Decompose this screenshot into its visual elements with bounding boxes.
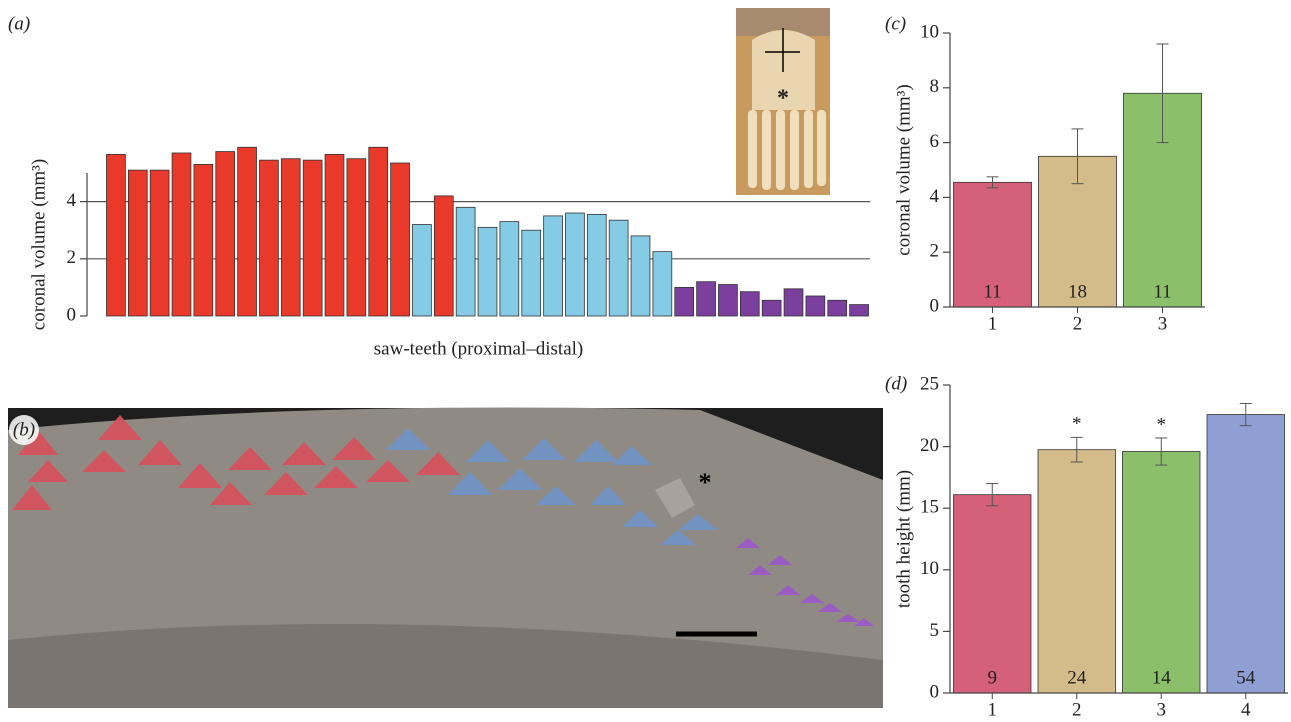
bar	[761, 299, 782, 317]
bar	[953, 494, 1032, 694]
x-tick-label: 3	[1157, 699, 1167, 717]
bar	[652, 251, 673, 317]
bar-label: 18	[1068, 281, 1087, 302]
x-tick-label: 2	[1072, 699, 1082, 717]
y-axis-label: tooth height (mm)	[893, 470, 914, 608]
bar	[259, 159, 279, 317]
photo-denticles	[748, 110, 826, 190]
bar-label: 11	[983, 281, 1001, 302]
bar	[1122, 451, 1201, 694]
bar	[412, 224, 432, 317]
x-tick-label: 3	[1158, 313, 1168, 334]
bar	[586, 214, 607, 317]
y-tick-label: 2	[930, 241, 940, 262]
y-tick-label: 5	[930, 620, 940, 641]
y-tick-label: 6	[930, 131, 940, 152]
inset-photo: *	[736, 8, 830, 195]
bar	[718, 284, 738, 317]
bar	[346, 158, 367, 317]
bar	[849, 304, 869, 317]
image-marker: *	[699, 468, 712, 497]
y-tick-label: 2	[67, 247, 77, 268]
bar	[543, 215, 563, 317]
y-tick-label: 25	[920, 373, 939, 394]
bar	[149, 169, 170, 317]
bar	[324, 154, 345, 317]
bar	[1206, 414, 1285, 694]
inset-marker: *	[777, 86, 789, 112]
blue-denticles	[386, 428, 718, 545]
bar	[390, 162, 410, 317]
significance-marker: *	[1157, 414, 1167, 435]
bar	[215, 151, 236, 317]
bar	[280, 158, 301, 317]
bar	[630, 235, 651, 317]
bar	[302, 159, 323, 317]
bar	[565, 212, 585, 317]
bar	[499, 221, 520, 317]
y-tick-label: 10	[920, 21, 939, 42]
y-axis-label: coronal volume (mm³)	[893, 84, 914, 255]
bar	[106, 154, 126, 317]
label-badge	[9, 415, 39, 445]
y-tick-label: 0	[67, 304, 77, 325]
bar	[696, 281, 716, 317]
panel-label: (b)	[13, 419, 35, 440]
bar	[171, 152, 192, 317]
y-tick-label: 8	[930, 76, 940, 97]
specimen-base	[8, 624, 883, 708]
bar	[368, 146, 389, 317]
bar	[608, 219, 629, 317]
y-tick-label: 4	[67, 190, 77, 211]
bar	[521, 229, 542, 317]
x-tick-label: 1	[988, 699, 998, 717]
bar	[127, 169, 148, 317]
red-denticles	[12, 415, 460, 510]
panel-label: (a)	[8, 13, 30, 34]
bar-label: 14	[1152, 667, 1172, 688]
bar	[193, 164, 214, 317]
panel-label: (c)	[885, 13, 906, 34]
x-tick-label: 4	[1241, 699, 1251, 717]
bar	[674, 286, 695, 317]
bar-label: 11	[1153, 281, 1171, 302]
bar	[455, 206, 476, 317]
x-tick-label: 2	[1073, 313, 1083, 334]
y-tick-label: 15	[920, 497, 939, 518]
panel-label: (d)	[885, 373, 907, 394]
bar	[433, 195, 454, 317]
x-tick-label: 1	[988, 313, 998, 334]
bar	[1037, 449, 1116, 694]
purple-denticles	[736, 538, 874, 626]
bar	[805, 295, 826, 317]
y-tick-label: 20	[920, 435, 939, 456]
ct-image: (b) *	[8, 407, 883, 708]
significance-marker: *	[1072, 414, 1082, 435]
y-axis-label: coronal volume (mm³)	[28, 159, 49, 330]
y-tick-label: 10	[920, 558, 939, 579]
bar	[783, 288, 804, 317]
bar	[477, 226, 498, 317]
y-tick-label: 0	[930, 295, 940, 316]
y-tick-label: 4	[930, 186, 940, 207]
bar-label: 9	[988, 667, 998, 688]
bar	[739, 291, 760, 317]
x-axis-label: saw-teeth (proximal–distal)	[374, 338, 583, 359]
bar	[827, 299, 848, 317]
y-tick-label: 0	[930, 681, 940, 702]
bar	[237, 146, 257, 317]
missing-tooth	[655, 478, 695, 518]
bar-label: 54	[1236, 667, 1256, 688]
bar	[953, 181, 1032, 308]
bar-label: 24	[1067, 667, 1087, 688]
